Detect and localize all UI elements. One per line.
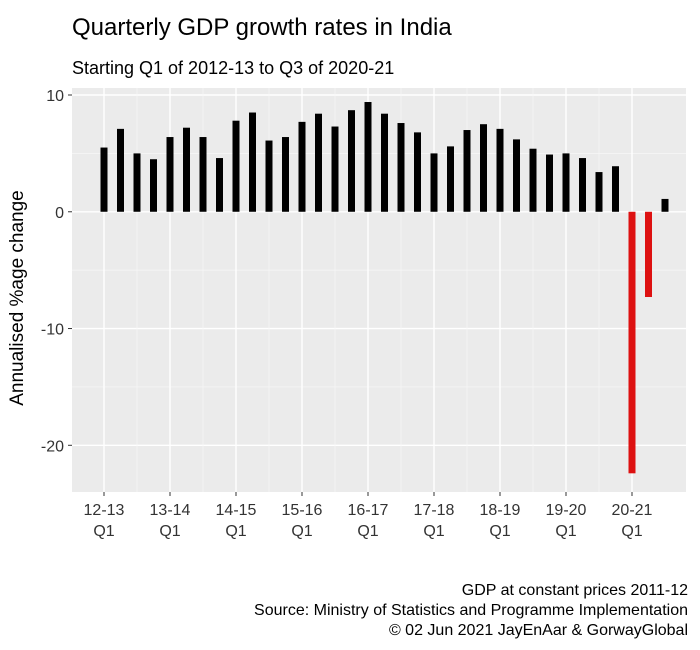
x-tick-label: Q1 [555,523,576,540]
bar [430,153,438,212]
chart-title: Quarterly GDP growth rates in India [72,14,452,41]
y-tick-label: -10 [41,322,64,339]
x-tick-label: Q1 [159,523,180,540]
bar [496,128,504,212]
bar [595,172,603,212]
bar [315,113,322,212]
bar [480,124,487,212]
bar [447,146,454,212]
bar [628,211,636,474]
x-tick-label: Q1 [93,523,114,540]
caption-gdp-basis: GDP at constant prices 2011-12 [461,582,688,599]
bar [133,153,141,212]
caption-source: Source: Ministry of Statistics and Progr… [254,602,688,619]
bar [529,148,537,212]
chart-subtitle: Starting Q1 of 2012-13 to Q3 of 2020-21 [72,58,395,78]
bar [612,166,619,212]
bar [232,120,240,212]
bar [579,158,586,212]
x-tick-label: 20-21 [612,502,653,519]
bar [216,158,223,212]
bar [562,153,570,212]
bar [150,159,157,212]
x-tick-label: 14-15 [216,502,257,519]
x-tick-label: Q1 [357,523,378,540]
x-tick-label: 13-14 [150,502,191,519]
x-tick-label: Q1 [489,523,510,540]
bar [661,198,669,212]
bar [249,112,256,212]
bar [513,139,520,212]
bar [381,113,388,212]
x-tick-label: 16-17 [348,502,389,519]
x-tick-label: 12-13 [84,502,125,519]
caption-copyright: © 02 Jun 2021 JayEnAar & GorwayGlobal [388,622,688,639]
x-tick-label: 17-18 [414,502,455,519]
bar [117,128,124,212]
x-tick-label: Q1 [225,523,246,540]
bar [364,102,372,212]
bar [199,137,207,212]
bar [183,127,190,212]
bar [645,211,652,298]
x-tick-label: Q1 [423,523,444,540]
y-tick-label: -20 [41,438,64,455]
y-tick-label: 0 [55,205,64,222]
bar [298,121,306,212]
bar [166,137,174,212]
bar [265,140,273,212]
x-tick-label: 15-16 [282,502,323,519]
bar [414,132,421,212]
y-tick-label: 10 [46,88,64,105]
plot-panel [72,88,686,492]
bar [100,147,108,212]
bar [348,110,355,212]
bar [397,123,405,212]
bar [463,130,471,212]
bar [331,126,339,212]
bar [282,137,289,212]
bar [546,154,553,212]
x-tick-label: Q1 [291,523,312,540]
x-tick-label: Q1 [621,523,642,540]
x-tick-label: 18-19 [480,502,521,519]
x-tick-label: 19-20 [546,502,587,519]
